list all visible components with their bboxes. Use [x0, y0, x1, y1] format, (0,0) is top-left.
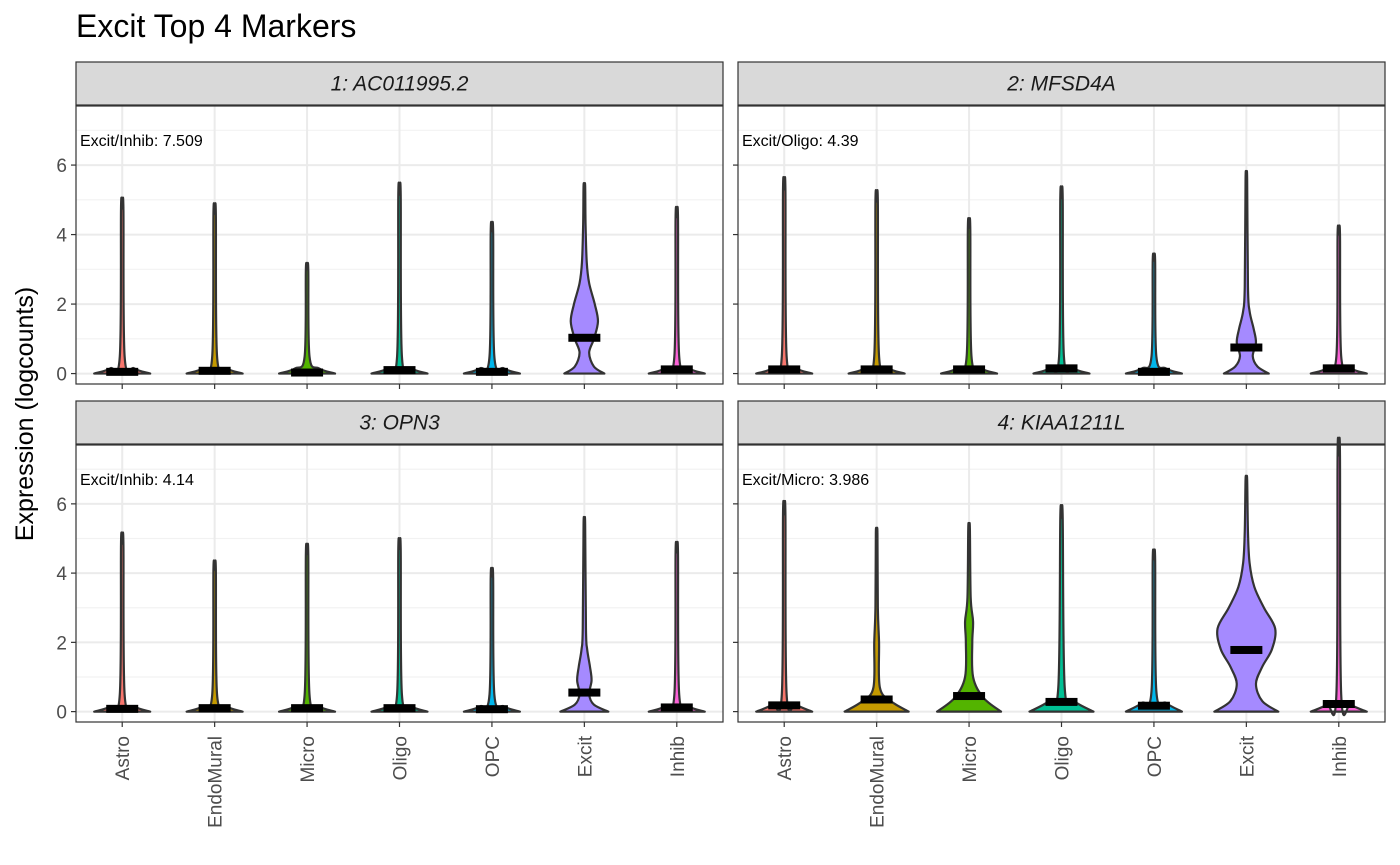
- median-bar: [953, 365, 986, 374]
- y-tick-label: 2: [56, 633, 67, 654]
- median-bar: [1045, 697, 1078, 706]
- y-tick-label: 4: [56, 564, 67, 585]
- y-tick-label: 6: [56, 495, 67, 516]
- x-tick-label: Inhib: [1330, 736, 1351, 777]
- x-tick-label: Micro: [298, 736, 319, 782]
- x-tick-label: Excit: [575, 735, 596, 777]
- x-tick-label: OPC: [1145, 736, 1166, 777]
- y-tick-label: 0: [56, 365, 67, 386]
- violin-micro: [277, 261, 337, 375]
- y-tick-label: 6: [56, 156, 67, 177]
- facet-panel: 2: MFSD4A Excit/Oligo: 4.39: [733, 61, 1386, 389]
- facet-strip-label: 1: AC011995.2: [331, 73, 469, 96]
- x-tick-label: OPC: [483, 736, 504, 777]
- median-bar: [660, 365, 693, 374]
- violin-micro: [935, 521, 1003, 713]
- median-bar: [106, 367, 139, 376]
- panel-annotation: Excit/Inhib: 7.509: [80, 133, 203, 150]
- x-tick-label: Oligo: [391, 736, 412, 780]
- x-tick-label: Excit: [1237, 735, 1258, 777]
- median-bar: [198, 704, 231, 713]
- median-bar: [291, 704, 324, 713]
- median-bar: [953, 692, 986, 701]
- median-bar: [1137, 367, 1170, 376]
- median-bar: [475, 705, 508, 714]
- panel-annotation: Excit/Inhib: 4.14: [80, 472, 194, 489]
- median-bar: [1045, 364, 1078, 373]
- median-bar: [1322, 364, 1355, 373]
- facet-panel: 3: OPN3 Excit/Inhib: 4.14 0 2 4 6 Astro EndoMur…: [56, 400, 724, 828]
- y-tick-label: 2: [56, 295, 67, 316]
- median-bar: [660, 703, 693, 712]
- violin-excit: [559, 515, 610, 713]
- median-bar: [768, 365, 801, 374]
- facet-strip-label: 4: KIAA1211L: [997, 412, 1125, 435]
- median-bar: [1322, 699, 1355, 708]
- median-bar: [860, 365, 893, 374]
- facet-panel: 4: KIAA1211L Excit/Micro: 3.986 Astro EndoM…: [733, 400, 1386, 828]
- x-tick-label: Micro: [960, 736, 981, 782]
- y-tick-label: 0: [56, 703, 67, 724]
- median-bar: [383, 366, 416, 375]
- median-bar: [568, 688, 601, 697]
- median-bar: [475, 367, 508, 376]
- median-bar: [768, 701, 801, 710]
- median-bar: [106, 704, 139, 713]
- y-tick-label: 4: [56, 226, 67, 247]
- median-bar: [1137, 701, 1170, 710]
- facet-strip: [737, 400, 1386, 445]
- panel-annotation: Excit/Oligo: 4.39: [742, 133, 859, 150]
- median-bar: [198, 366, 231, 375]
- median-bar: [1230, 343, 1263, 352]
- median-bar: [291, 368, 324, 377]
- facet-strip-label: 2: MFSD4A: [1006, 73, 1116, 96]
- facet-strip: [75, 400, 724, 445]
- y-axis-label: Expression (logcounts): [11, 287, 39, 541]
- x-tick-label: Astro: [113, 736, 134, 780]
- violin-inhib: [1309, 436, 1368, 716]
- x-tick-label: Inhib: [668, 736, 689, 777]
- violin-endomural: [843, 526, 910, 713]
- chart-title: Excit Top 4 Markers: [76, 8, 357, 44]
- median-bar: [1230, 645, 1263, 654]
- facet-strip: [75, 61, 724, 106]
- x-tick-label: EndoMural: [868, 736, 889, 828]
- violin-astro: [755, 499, 814, 713]
- x-tick-label: Astro: [775, 736, 796, 780]
- median-bar: [568, 333, 601, 342]
- x-tick-label: Oligo: [1053, 736, 1074, 780]
- facet-strip-label: 3: OPN3: [359, 412, 440, 435]
- panel-annotation: Excit/Micro: 3.986: [742, 472, 869, 489]
- facet-panel: 1: AC011995.2 Excit/Inhib: 7.509 0 2 4 6: [56, 61, 724, 389]
- median-bar: [383, 704, 416, 713]
- facet-strip: [737, 61, 1386, 106]
- x-tick-label: EndoMural: [206, 736, 227, 828]
- median-bar: [860, 695, 893, 704]
